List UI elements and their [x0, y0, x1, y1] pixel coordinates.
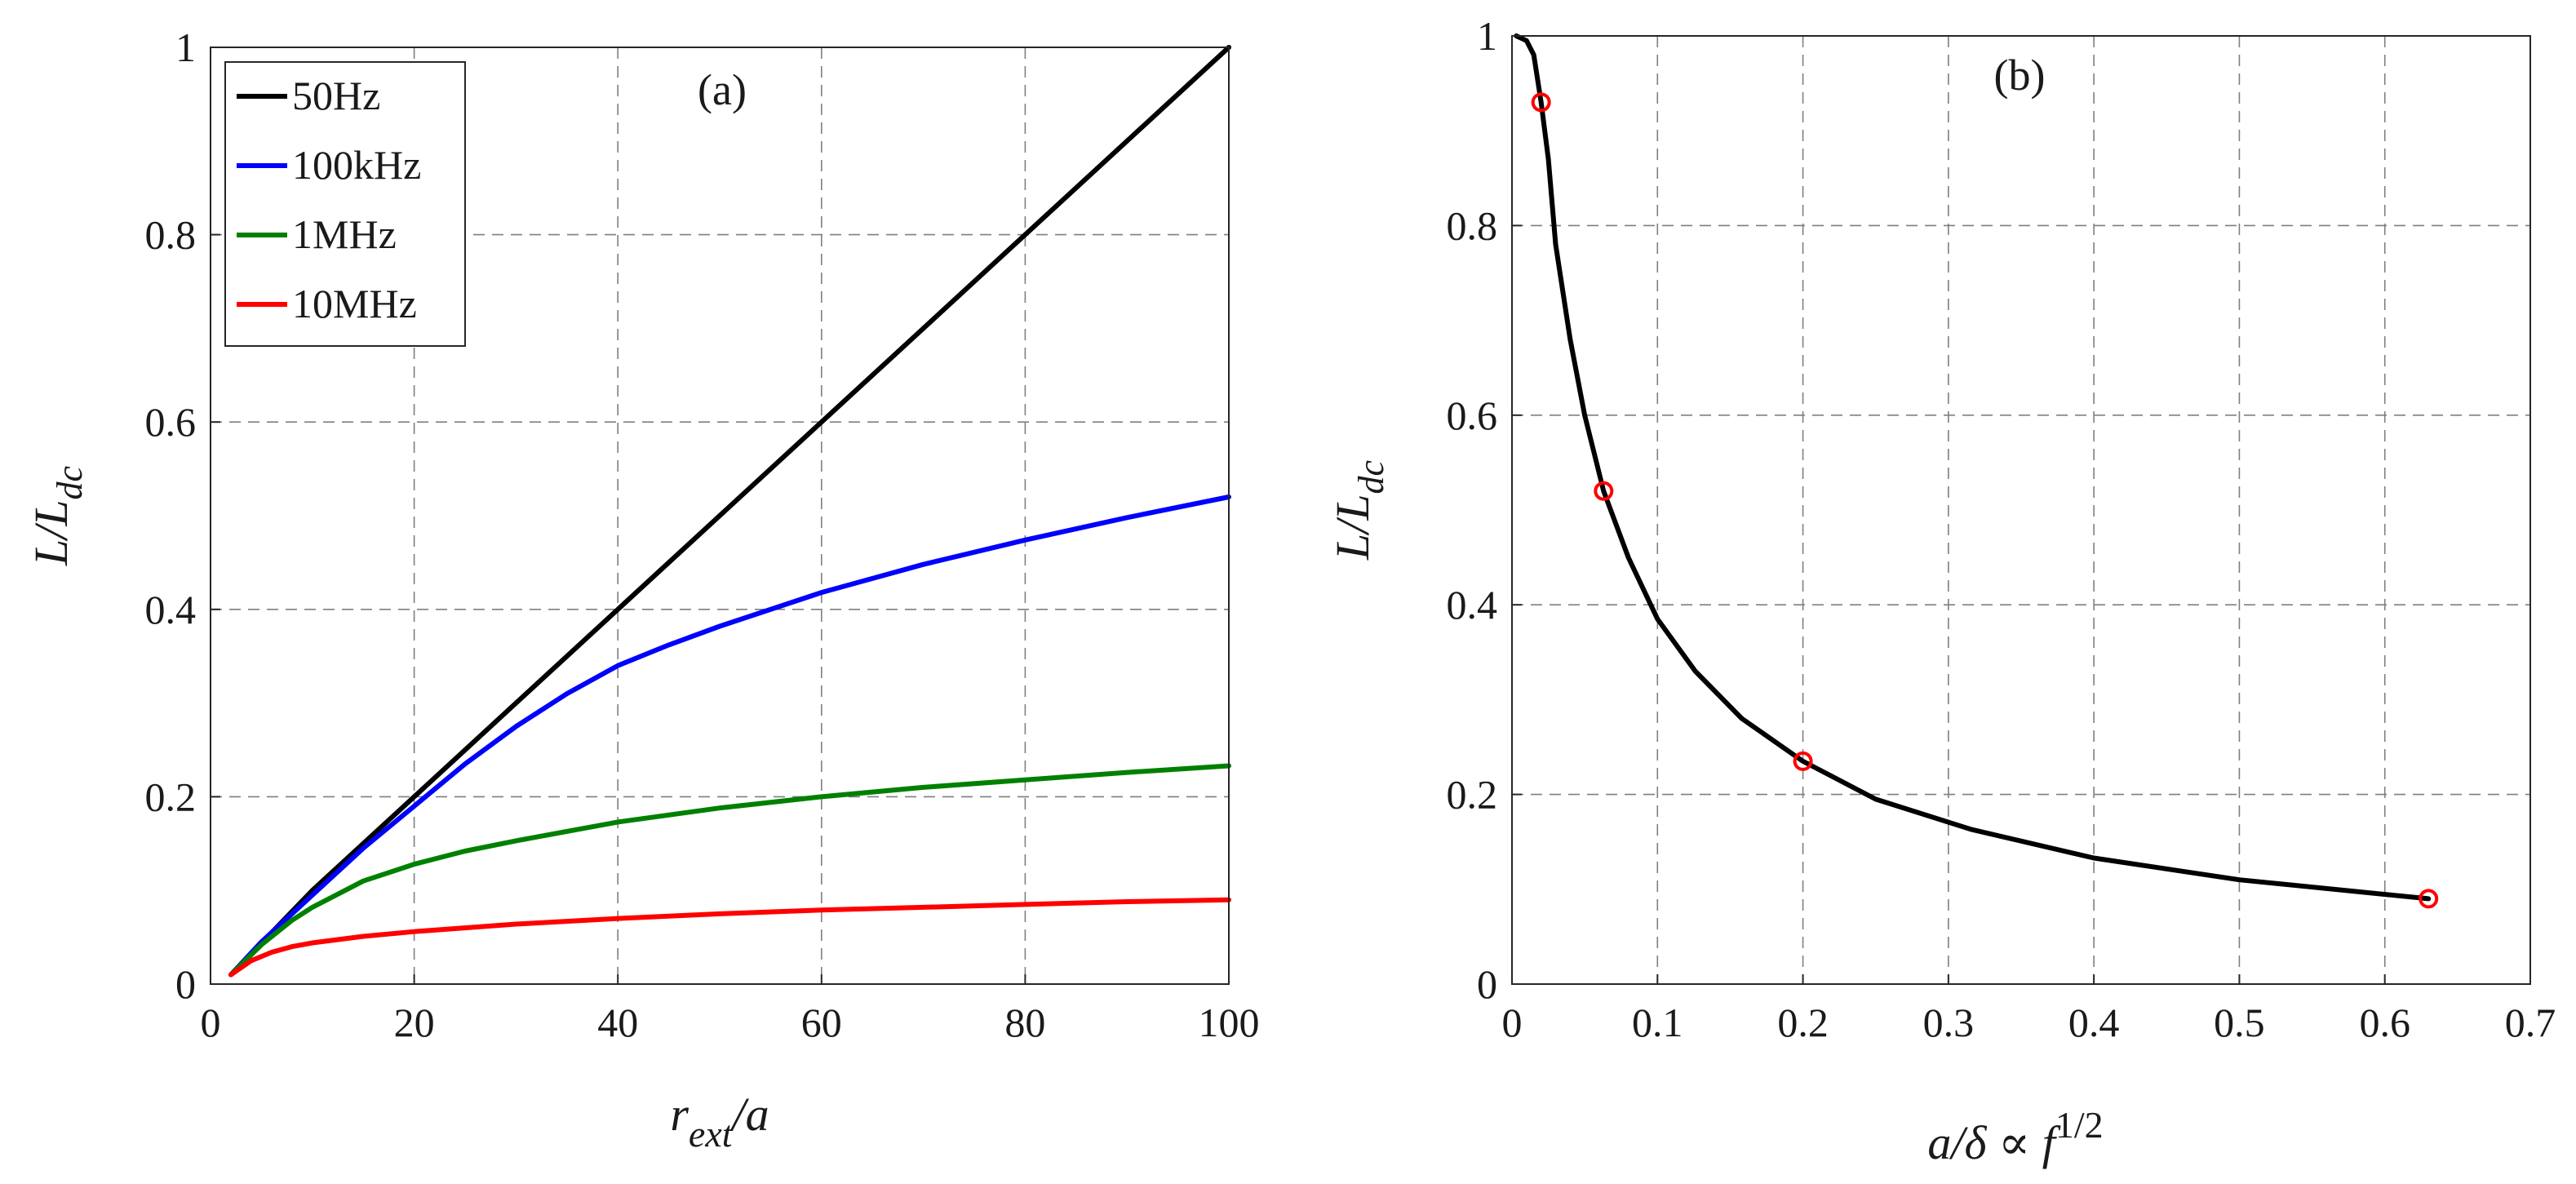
panel-a-xlabel-suffix: /a [730, 1088, 769, 1141]
panel-b-x-ticks: 0 0.1 0.2 0.3 0.4 0.5 0.6 0.7 [1502, 974, 2556, 1045]
panel-b-label: (b) [1994, 51, 2046, 100]
panel-a-xtick-label-2: 40 [597, 1000, 638, 1045]
panel-b-marker-2 [1793, 751, 1813, 771]
panel-b-series-l-ldc-vs-a-delta [1514, 33, 2432, 902]
panel-b-ylabel: L/Ldc [1326, 459, 1391, 561]
panel-b-series [1514, 33, 2432, 902]
panel-a-xlabel: rext/a [670, 1088, 769, 1155]
panel-b-ytick-label-3: 0.6 [1447, 392, 1498, 438]
panel-a-xtick-label-5: 100 [1199, 1000, 1260, 1045]
panel-b-marker-0 [1531, 92, 1551, 113]
panel-b-ytick-label-4: 0.8 [1447, 202, 1498, 248]
panel-a-ytick-label-5: 1 [175, 24, 196, 70]
panel-b-marker-3 [2419, 889, 2439, 909]
panel-b-markers [1531, 92, 2439, 909]
panel-a-label: (a) [698, 65, 747, 114]
panel-a-xtick-label-3: 60 [801, 1000, 842, 1045]
panel-a-plot-frame [210, 47, 1230, 985]
panel-a-ylabel: L/Ldc [24, 465, 90, 566]
panel-a-series [228, 45, 1231, 978]
panel-a-ytick-label-0: 0 [175, 961, 196, 1007]
panel-b-xlabel-sup: 1/2 [2055, 1104, 2104, 1146]
panel-b-xlabel-base: a/δ ∝ f [1927, 1116, 2060, 1169]
panel-a: 0 20 40 60 80 100 0 0.2 0.4 0.6 0.8 1 (a) L/Ldc re… [24, 24, 1260, 1155]
legend-box [224, 61, 466, 347]
panel-b-marker-1 [1594, 481, 1614, 501]
panel-a-ytick-label-1: 0.2 [145, 774, 197, 819]
panel-a-xtick-label-0: 0 [201, 1000, 221, 1045]
panel-a-ytick-label-3: 0.6 [145, 399, 197, 445]
legend-label-10mhz: 10MHz [292, 281, 417, 326]
panel-a-xlabel-base: r [670, 1088, 689, 1141]
panel-a-xtick-label-4: 80 [1004, 1000, 1045, 1045]
panel-a-ytick-label-4: 0.8 [145, 212, 197, 258]
panel-a-legend: 50Hz 100kHz 1MHz 10MHz [224, 61, 466, 347]
panel-a-series-10mhz [228, 897, 1231, 978]
panel-b-ylabel-sub: dc [1351, 459, 1391, 494]
panel-a-ylabel-base: L/L [24, 499, 78, 566]
panel-b-y-ticks: 0 0.2 0.4 0.6 0.8 1 [1447, 13, 1522, 1007]
panel-b-xlabel: a/δ ∝ f1/2 [1927, 1104, 2103, 1169]
panel-a-xlabel-sub: ext [689, 1113, 734, 1155]
panel-a-series-100khz [228, 494, 1231, 978]
legend-label-100khz: 100kHz [292, 142, 421, 188]
legend-label-50hz: 50Hz [292, 73, 380, 118]
panel-b-xtick-label-2: 0.2 [1777, 1000, 1829, 1045]
panel-a-series-50hz [228, 45, 1231, 978]
panel-a-ylabel-sub: dc [50, 465, 90, 499]
panel-b-xtick-label-7: 0.7 [2505, 1000, 2556, 1045]
panel-b-xtick-label-0: 0 [1502, 1000, 1523, 1045]
panel-b: 0 0.1 0.2 0.3 0.4 0.5 0.6 0.7 0 0.2 0.4 0.6 0.8 1 (b… [1326, 13, 2556, 1169]
panel-a-xtick-label-1: 20 [394, 1000, 435, 1045]
panel-b-ytick-label-1: 0.2 [1447, 772, 1498, 818]
panel-b-plot-frame [1511, 35, 2531, 985]
panel-b-xtick-label-1: 0.1 [1632, 1000, 1683, 1045]
panel-b-xtick-label-4: 0.4 [2068, 1000, 2120, 1045]
legend-label-1mhz: 1MHz [292, 211, 397, 257]
panel-a-ytick-label-2: 0.4 [145, 587, 197, 632]
panel-b-ytick-label-2: 0.4 [1447, 582, 1498, 627]
panel-b-grid [1512, 36, 2530, 984]
panel-a-grid [211, 47, 1229, 984]
panel-b-ytick-label-0: 0 [1477, 961, 1497, 1007]
panel-a-y-ticks: 0 0.2 0.4 0.6 0.8 1 [145, 24, 220, 1007]
panel-b-ytick-label-5: 1 [1477, 13, 1497, 59]
panel-b-ylabel-base: L/L [1326, 494, 1379, 561]
panel-a-x-ticks: 0 20 40 60 80 100 [201, 974, 1260, 1045]
panel-b-xtick-label-6: 0.6 [2359, 1000, 2410, 1045]
panel-a-series-1mhz [228, 763, 1231, 978]
panel-b-xtick-label-3: 0.3 [1923, 1000, 1975, 1045]
panel-b-xtick-label-5: 0.5 [2214, 1000, 2265, 1045]
